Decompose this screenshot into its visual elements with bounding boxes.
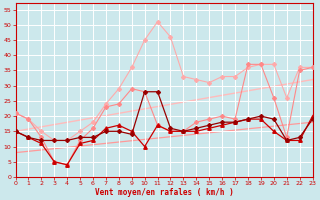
X-axis label: Vent moyen/en rafales ( km/h ): Vent moyen/en rafales ( km/h ) [95, 188, 233, 197]
